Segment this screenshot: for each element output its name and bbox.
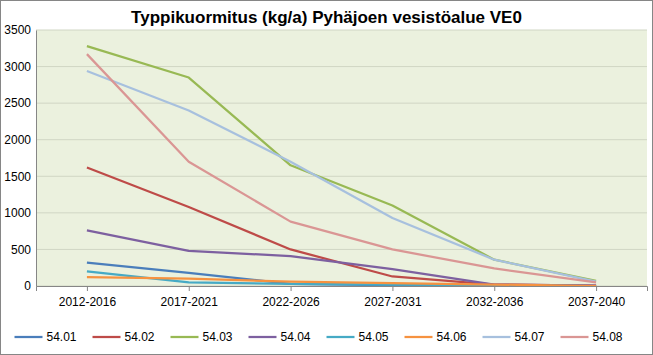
x-tick-mark (392, 286, 393, 291)
series-line (87, 277, 596, 286)
grid-line (36, 30, 647, 31)
x-tick-mark (596, 286, 597, 291)
x-tick: 2027-2031 (364, 286, 422, 309)
legend: 54.01 54.02 54.03 54.04 54.05 54.06 54.07 54.08 (15, 330, 623, 344)
y-tick-label: 2500 (4, 96, 31, 110)
x-tick-mark (87, 286, 88, 291)
x-tick-mark (189, 286, 190, 291)
x-tick-label: 2037-2040 (568, 295, 626, 309)
x-axis: 2012-2016 2017-2021 2022-2026 2027-2031 2032… (37, 286, 648, 309)
grid-line (36, 103, 647, 104)
y-tick-label: 2000 (4, 133, 31, 147)
legend-label: 54.07 (515, 330, 545, 344)
series-line (87, 54, 596, 282)
y-tick-label: 1500 (4, 170, 31, 184)
y-tick-label: 3000 (4, 60, 31, 74)
y-tick: 3500 (4, 23, 36, 37)
x-tick-label: 2017-2021 (161, 295, 219, 309)
legend-label: 54.06 (437, 330, 467, 344)
legend-swatch (405, 336, 433, 338)
x-tick-label: 2012-2016 (59, 295, 117, 309)
x-tick: 2032-2036 (466, 286, 524, 309)
y-tick-label: 500 (11, 243, 31, 257)
x-tick-mark (291, 286, 292, 291)
x-tick: 2037-2040 (568, 286, 626, 309)
legend-label: 54.03 (203, 330, 233, 344)
legend-swatch (171, 336, 199, 338)
chart-container: 05001000150020002500300035002012-2016201… (0, 0, 653, 355)
legend-entry: 54.04 (249, 330, 311, 344)
legend-label: 54.08 (593, 330, 623, 344)
grid (36, 30, 647, 286)
y-tick-label: 1000 (4, 206, 31, 220)
legend-label: 54.05 (359, 330, 389, 344)
y-tick: 1500 (4, 170, 36, 184)
legend-label: 54.02 (125, 330, 155, 344)
x-tick-label: 2032-2036 (466, 295, 524, 309)
legend-swatch (15, 336, 43, 338)
series-line (87, 271, 596, 286)
legend-label: 54.01 (47, 330, 77, 344)
legend-swatch (561, 336, 589, 338)
x-tick: 2012-2016 (59, 286, 117, 309)
x-tick-label: 2022-2026 (262, 295, 320, 309)
grid-line (36, 249, 647, 250)
y-tick: 1000 (4, 206, 36, 220)
legend-entry: 54.01 (15, 330, 77, 344)
series-line (87, 230, 596, 285)
x-tick: 2022-2026 (262, 286, 320, 309)
legend-label: 54.04 (281, 330, 311, 344)
y-tick-label: 3500 (4, 23, 31, 37)
lines (87, 46, 596, 286)
grid-line (36, 66, 647, 67)
legend-entry: 54.03 (171, 330, 233, 344)
x-tick: 2017-2021 (161, 286, 219, 309)
legend-swatch (249, 336, 277, 338)
chart-svg: 05001000150020002500300035002012-2016201… (0, 0, 653, 355)
y-tick: 3000 (4, 60, 36, 74)
legend-entry: 54.05 (327, 330, 389, 344)
grid-line (36, 139, 647, 140)
y-tick: 2500 (4, 96, 36, 110)
y-tick: 2000 (4, 133, 36, 147)
series-line (87, 71, 596, 282)
y-axis-line (36, 31, 37, 287)
plot: 05001000150020002500300035002012-2016201… (4, 23, 647, 308)
x-axis-line (37, 287, 648, 292)
x-tick-label: 2027-2031 (364, 295, 422, 309)
legend-swatch (93, 336, 121, 338)
chart-border (1, 1, 653, 355)
x-tick-mark (494, 286, 495, 291)
y-tick: 0 (24, 279, 36, 293)
grid-line (36, 176, 647, 177)
legend-entry: 54.06 (405, 330, 467, 344)
grid-line (36, 212, 647, 213)
plot-background (36, 30, 647, 286)
legend-entry: 54.02 (93, 330, 155, 344)
legend-swatch (327, 336, 355, 338)
y-tick: 500 (11, 243, 36, 257)
y-tick-label: 0 (24, 279, 31, 293)
chart-title: Typpikuormitus (kg/a) Pyhäjoen vesistöal… (131, 8, 522, 27)
y-axis: 0 500 1000 1500 2000 2500 3000 3500 (4, 23, 36, 293)
legend-entry: 54.08 (561, 330, 623, 344)
legend-swatch (483, 336, 511, 338)
legend-entry: 54.07 (483, 330, 545, 344)
